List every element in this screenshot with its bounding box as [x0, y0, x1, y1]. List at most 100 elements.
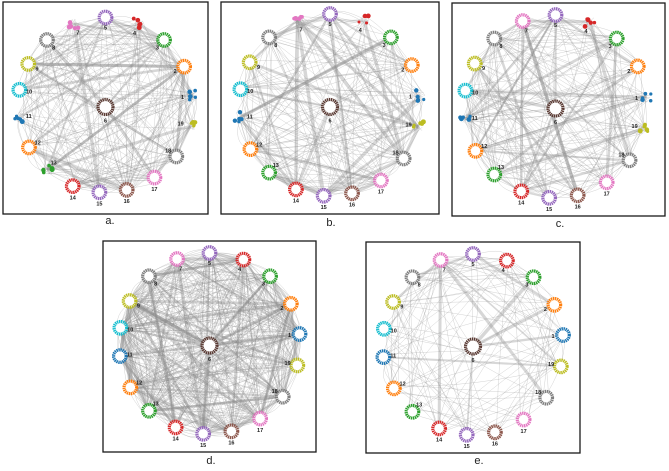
edge-bundle	[440, 259, 562, 368]
node-ring	[20, 56, 37, 72]
node-ring-inner	[435, 424, 444, 433]
edge	[121, 355, 279, 394]
edge	[43, 42, 161, 45]
node-label-4: 4	[502, 268, 506, 274]
edge	[475, 59, 497, 177]
edge	[294, 177, 377, 187]
node-label-19: 19	[548, 362, 554, 368]
edge-bundle	[104, 106, 156, 179]
edge-bundle	[148, 275, 284, 398]
edge-bundle	[28, 38, 165, 149]
edge	[47, 168, 124, 194]
edge-bundle	[437, 259, 443, 429]
edge	[282, 305, 294, 397]
edge	[241, 260, 258, 416]
edge	[326, 18, 408, 160]
node-dot	[193, 88, 197, 93]
edge	[151, 35, 165, 180]
node-label-15: 15	[546, 207, 552, 213]
edge-bundle	[176, 258, 301, 335]
edge	[325, 9, 407, 163]
node-label-14: 14	[173, 437, 180, 443]
edge	[252, 61, 270, 177]
edge	[240, 92, 400, 159]
edge	[467, 17, 589, 119]
node-ring	[141, 402, 157, 419]
edge	[212, 254, 300, 333]
edge-bundle	[46, 17, 107, 171]
edge	[151, 336, 304, 414]
edge	[493, 34, 643, 127]
edge	[390, 35, 405, 159]
node-14: 14	[167, 419, 184, 443]
node-label-4: 4	[359, 28, 363, 34]
edge	[327, 111, 333, 194]
node-label-14: 14	[293, 199, 300, 205]
edge	[151, 275, 297, 330]
edge	[241, 38, 390, 115]
edge-bundle	[329, 105, 419, 129]
edge	[326, 39, 388, 106]
node-ring-inner	[518, 17, 527, 26]
edge-bundle	[475, 149, 630, 162]
edge	[32, 20, 110, 65]
node-label-3: 3	[609, 44, 612, 50]
edge	[14, 20, 111, 119]
edge-bundle	[296, 19, 405, 160]
edge	[123, 329, 201, 434]
node-4: 4	[357, 13, 371, 34]
edge	[465, 18, 554, 121]
edge	[69, 70, 186, 184]
edge-bundle	[465, 346, 474, 435]
edge-bundle	[129, 299, 298, 367]
node-dot	[137, 22, 142, 27]
edge-bundle	[249, 13, 331, 150]
edge-bundle	[240, 88, 331, 109]
edge	[269, 40, 273, 173]
edge	[410, 279, 413, 413]
edge	[152, 64, 188, 174]
node-19: 19	[406, 119, 426, 129]
edge	[498, 11, 560, 173]
node-ring	[241, 54, 258, 71]
edge	[468, 69, 639, 123]
edge	[496, 35, 643, 97]
node-ring	[513, 183, 530, 200]
edge	[418, 97, 423, 130]
edge	[586, 23, 646, 126]
edge	[389, 257, 438, 386]
edge	[262, 337, 296, 419]
node-label-6: 6	[208, 357, 211, 363]
edge	[125, 256, 175, 388]
node-6: 6	[463, 337, 483, 364]
node-ring	[167, 419, 184, 436]
node-9: 9	[20, 56, 39, 73]
node-18: 18	[618, 152, 638, 169]
node-ring	[432, 252, 449, 268]
node-ring-inner	[529, 273, 538, 282]
edge	[270, 276, 282, 399]
node-dot	[237, 109, 243, 115]
node-ring-inner	[122, 185, 131, 194]
edge	[353, 127, 423, 197]
node-ring-inner	[278, 392, 287, 401]
edge-bundle	[130, 332, 300, 389]
edge-bundle	[127, 300, 133, 388]
node-label-14: 14	[436, 438, 443, 444]
edge	[227, 332, 301, 434]
node-ring	[282, 295, 299, 312]
node-label-1: 1	[288, 333, 291, 339]
node-9: 9	[466, 55, 485, 72]
edge	[30, 145, 154, 180]
edge	[365, 17, 418, 99]
node-label-9: 9	[257, 65, 260, 71]
edge	[109, 27, 140, 105]
edge	[124, 329, 261, 421]
node-ring-inner	[291, 185, 300, 194]
edge	[470, 273, 534, 346]
node-6: 6	[200, 336, 219, 363]
edge	[180, 255, 208, 435]
node-10: 10	[11, 81, 32, 98]
edge	[106, 91, 195, 109]
edge	[411, 280, 471, 350]
